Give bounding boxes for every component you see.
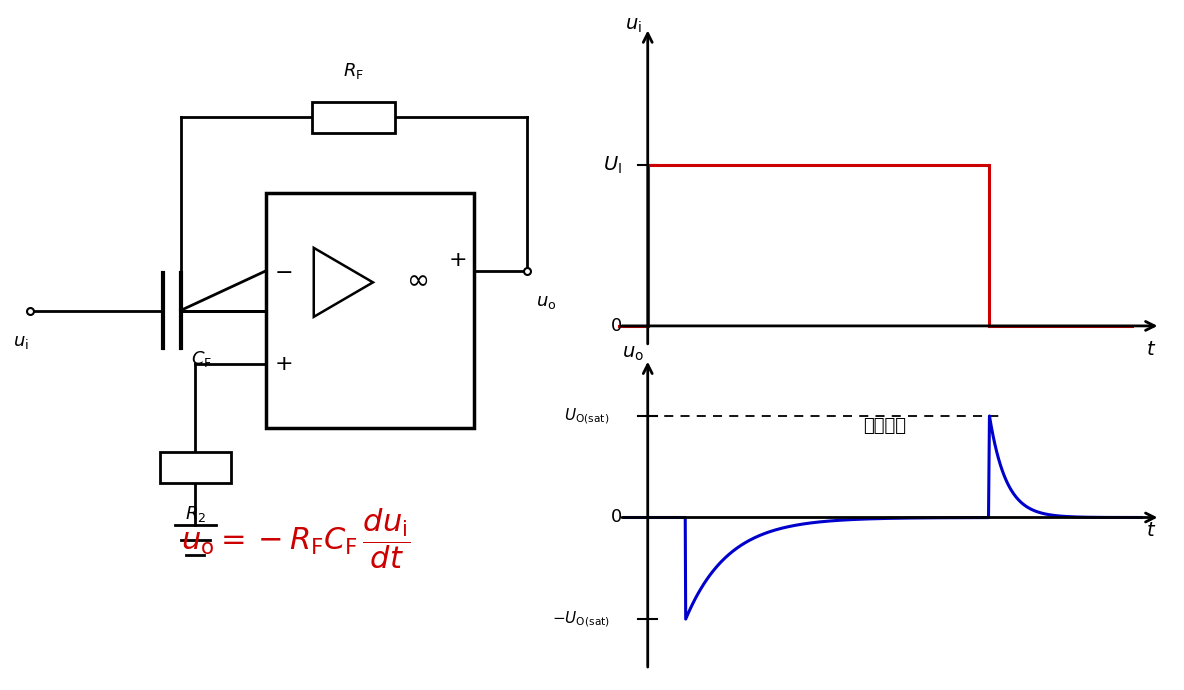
- Text: 输入信号: 输入信号: [863, 417, 907, 435]
- Text: $u_{\rm o}$: $u_{\rm o}$: [536, 293, 556, 310]
- Bar: [160, 453, 231, 484]
- Text: $U_{\rm I}$: $U_{\rm I}$: [603, 155, 622, 176]
- Text: $-$: $-$: [274, 261, 292, 281]
- Text: $R_{\rm F}$: $R_{\rm F}$: [343, 61, 365, 81]
- Text: $+$: $+$: [274, 355, 292, 375]
- Text: $C_{\rm F}$: $C_{\rm F}$: [191, 349, 212, 368]
- Bar: [266, 193, 474, 428]
- Text: $U_{\rm O(sat)}$: $U_{\rm O(sat)}$: [565, 406, 610, 426]
- Text: $u_{\rm i}$: $u_{\rm i}$: [13, 333, 28, 351]
- Text: $-U_{\rm O(sat)}$: $-U_{\rm O(sat)}$: [552, 609, 610, 629]
- Text: $t$: $t$: [1146, 339, 1156, 359]
- Text: $+$: $+$: [448, 250, 466, 270]
- Text: $0$: $0$: [610, 317, 622, 335]
- Text: $u_{\rm i}$: $u_{\rm i}$: [625, 17, 642, 35]
- Bar: [313, 101, 395, 132]
- Text: $\infty$: $\infty$: [406, 265, 429, 293]
- Text: $u_{\rm o}$: $u_{\rm o}$: [623, 344, 644, 363]
- Text: $R_{2}$: $R_{2}$: [185, 504, 206, 524]
- Text: $u_{\rm o} = -R_{\rm F}C_{\rm F}\,\dfrac{du_{\rm i}}{dt}$: $u_{\rm o} = -R_{\rm F}C_{\rm F}\,\dfrac…: [181, 506, 411, 571]
- Text: $t$: $t$: [1146, 521, 1156, 540]
- Text: $0$: $0$: [610, 509, 622, 526]
